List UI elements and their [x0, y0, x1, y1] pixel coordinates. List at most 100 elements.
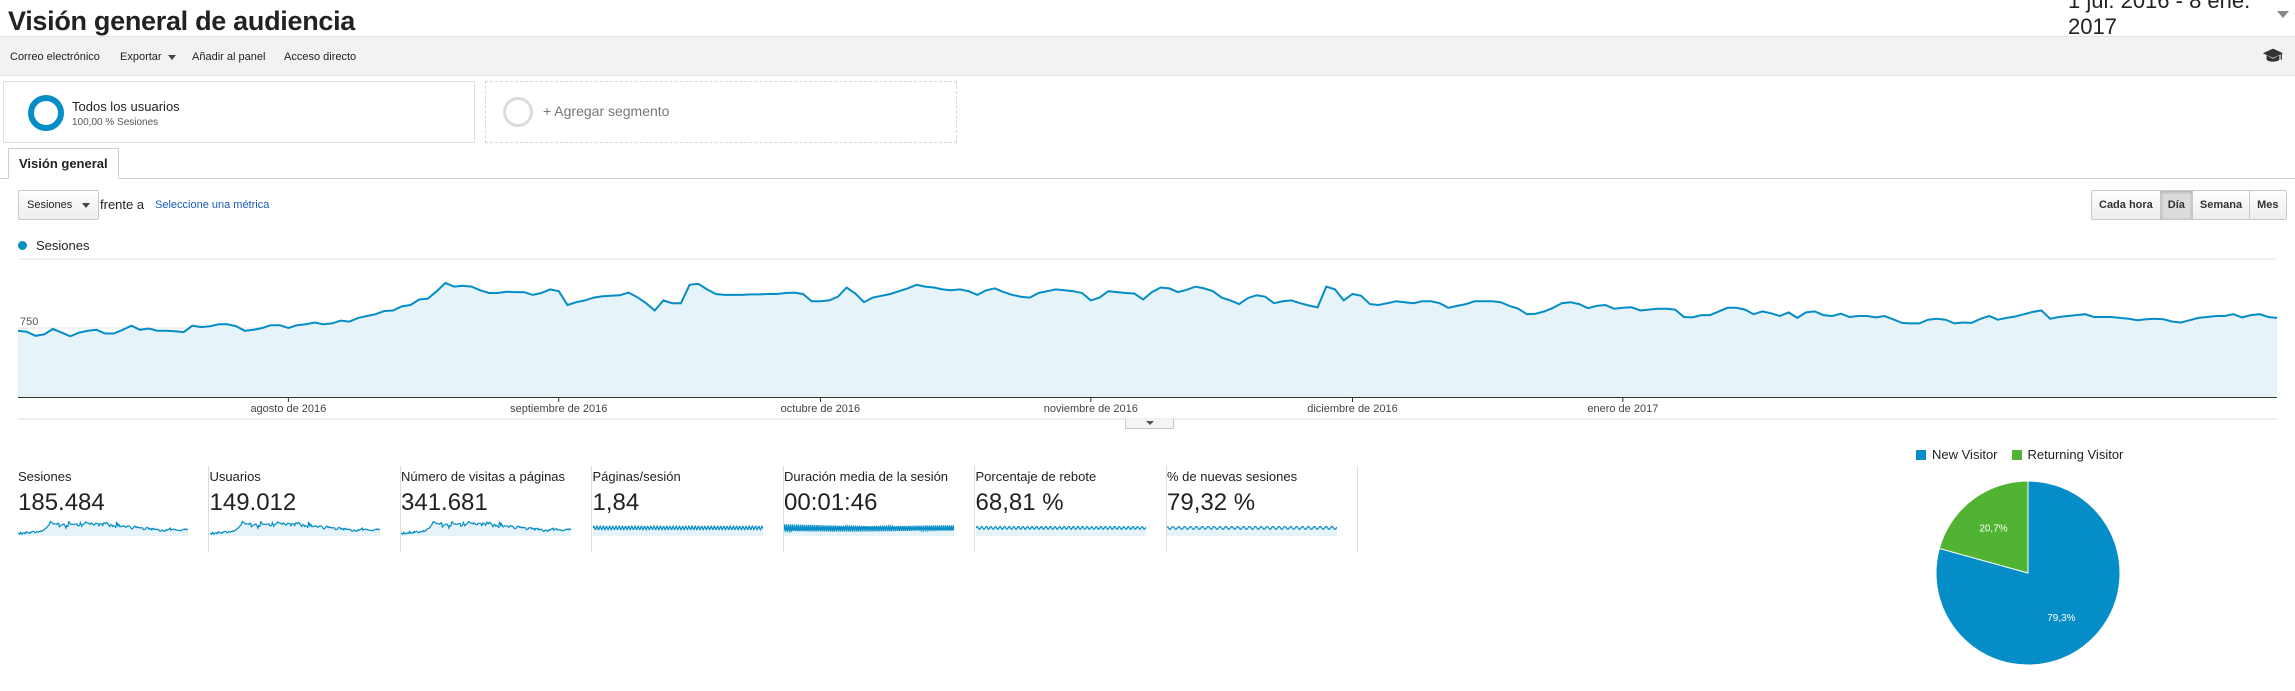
- scorecard-separator: [591, 466, 592, 552]
- add-segment-button[interactable]: + Agregar segmento: [485, 81, 957, 143]
- x-tick-label: noviembre de 2016: [1044, 403, 1138, 415]
- segment-all-users[interactable]: Todos los usuarios 100,00 % Sesiones: [3, 81, 475, 143]
- scorecard-separator: [208, 466, 209, 552]
- scorecard-label: % de nuevas sesiones: [1167, 469, 1298, 484]
- sessions-line-chart[interactable]: 1.500 750 agosto de 2016 septiembre de 2016…: [0, 256, 2295, 426]
- period-toggle-group: Cada hora Día Semana Mes: [2091, 190, 2287, 220]
- pie-slice-label: 20,7%: [1979, 524, 2007, 535]
- sparkline-area: [209, 521, 380, 536]
- email-button[interactable]: Correo electrónico: [10, 51, 100, 63]
- legend-label: Sesiones: [36, 238, 90, 253]
- sparkline: [401, 520, 571, 536]
- empty-ring-icon: [503, 97, 533, 127]
- chart-legend: Sesiones: [18, 238, 89, 253]
- sparkline-line: [209, 520, 380, 536]
- x-tick-label: septiembre de 2016: [510, 403, 607, 415]
- scorecard-separator: [1357, 466, 1358, 552]
- scorecard-value: 1,84: [592, 489, 640, 516]
- scorecard-label: Número de visitas a páginas: [401, 469, 566, 484]
- pie-slice[interactable]: [1938, 480, 2029, 574]
- x-tick-label: agosto de 2016: [250, 403, 326, 415]
- scorecard-value: 00:01:46: [784, 489, 878, 516]
- sparkline: [1167, 525, 1337, 536]
- scorecard[interactable]: Sesiones 185.484: [18, 462, 209, 552]
- period-day-button[interactable]: Día: [2159, 191, 2192, 219]
- scorecard[interactable]: % de nuevas sesiones 79,32 %: [1167, 462, 1358, 552]
- page-title: Visión general de audiencia: [8, 6, 356, 36]
- scorecard-value: 68,81 %: [975, 489, 1064, 516]
- pie-slice[interactable]: [1935, 480, 2121, 666]
- chevron-down-icon: [2277, 10, 2289, 18]
- segment-ring-icon: [28, 95, 64, 131]
- pie-legend: New Visitor Returning Visitor: [1916, 447, 2137, 462]
- scorecard-value: 79,32 %: [1167, 489, 1256, 516]
- x-tick-label: octubre de 2016: [781, 403, 861, 415]
- scorecard-separator: [974, 466, 975, 552]
- pie-legend-label: Returning Visitor: [2027, 447, 2124, 462]
- scorecard-label: Páginas/sesión: [592, 469, 681, 484]
- chart-resize-handle[interactable]: [1125, 419, 1174, 429]
- scorecard[interactable]: Duración media de la sesión 00:01:46: [784, 462, 975, 552]
- sessions-area: [18, 282, 2277, 397]
- metric-selector-label: Sesiones: [27, 199, 73, 211]
- period-month-button[interactable]: Mes: [2249, 191, 2286, 219]
- scorecard-value: 149.012: [209, 489, 297, 516]
- tabs-divider: [0, 178, 2295, 179]
- sparkline-area: [18, 521, 188, 536]
- chevron-down-icon: [1146, 421, 1154, 425]
- select-metric-link[interactable]: Seleccione una métrica: [155, 199, 270, 211]
- period-week-button[interactable]: Semana: [2191, 191, 2250, 219]
- legend-swatch: [1916, 449, 1926, 460]
- export-menu[interactable]: Exportar: [120, 37, 176, 77]
- sparkline-line: [784, 523, 954, 534]
- pie-legend-item-new[interactable]: New Visitor: [1916, 447, 1998, 462]
- shortcut-button[interactable]: Acceso directo: [284, 51, 357, 63]
- scorecard-label: Porcentaje de rebote: [975, 469, 1097, 484]
- pie-slice-label: 79,3%: [2047, 613, 2075, 624]
- y-tick-label: 750: [20, 316, 38, 328]
- scorecard-value: 185.484: [18, 489, 105, 516]
- pie-legend-item-returning[interactable]: Returning Visitor: [2011, 447, 2124, 462]
- add-segment-label: + Agregar segmento: [543, 103, 670, 119]
- scorecard-separator: [1165, 466, 1167, 552]
- chevron-down-icon: [82, 202, 91, 208]
- scorecard-separator: [399, 466, 401, 552]
- versus-label: frente a: [100, 197, 145, 212]
- sparkline-line: [1167, 525, 1337, 530]
- date-range-picker[interactable]: 1 jul. 2016 - 8 ene. 2017: [2062, 0, 2295, 39]
- date-range-label: 1 jul. 2016 - 8 ene. 2017: [2068, 0, 2251, 39]
- scorecard-label: Sesiones: [18, 469, 72, 484]
- scorecard[interactable]: Número de visitas a páginas 341.681: [401, 462, 592, 552]
- sparkline-area: [784, 524, 954, 536]
- graduation-cap-icon[interactable]: [2262, 45, 2284, 67]
- period-hourly-button[interactable]: Cada hora: [2092, 191, 2160, 219]
- sessions-series-line: [17, 281, 2278, 338]
- visitor-type-pie-chart[interactable]: 79,3% 20,7%: [1930, 475, 2130, 675]
- scorecard-value: 341.681: [401, 489, 488, 516]
- metric-selector[interactable]: Sesiones: [18, 190, 100, 220]
- sparkline: [209, 520, 380, 536]
- x-tick-label: diciembre de 2016: [1307, 403, 1398, 415]
- sparkline: [975, 525, 1146, 536]
- segment-title: Todos los usuarios: [72, 99, 180, 114]
- scorecard[interactable]: Usuarios 149.012: [209, 462, 401, 552]
- sparkline: [18, 520, 188, 536]
- scorecard[interactable]: Páginas/sesión 1,84: [592, 462, 784, 552]
- add-to-dashboard-button[interactable]: Añadir al panel: [192, 51, 266, 63]
- scorecard[interactable]: Porcentaje de rebote 68,81 %: [975, 462, 1167, 552]
- sparkline-line: [975, 525, 1146, 531]
- sparkline-line: [401, 520, 571, 535]
- scorecard-separator: [782, 466, 784, 552]
- y-tick-label: 1.500: [20, 256, 48, 259]
- segment-subtitle: 100,00 % Sesiones: [72, 117, 159, 128]
- chevron-down-icon: [167, 54, 176, 60]
- sparkline: [784, 523, 954, 536]
- sparkline: [592, 524, 763, 536]
- tab-overview[interactable]: Visión general: [8, 148, 119, 179]
- scorecard-label: Usuarios: [209, 469, 261, 484]
- export-label: Exportar: [120, 51, 162, 63]
- sparkline-line: [18, 520, 188, 536]
- legend-swatch: [2011, 449, 2022, 460]
- pie-legend-label: New Visitor: [1932, 447, 1998, 462]
- sparkline-area: [401, 521, 571, 536]
